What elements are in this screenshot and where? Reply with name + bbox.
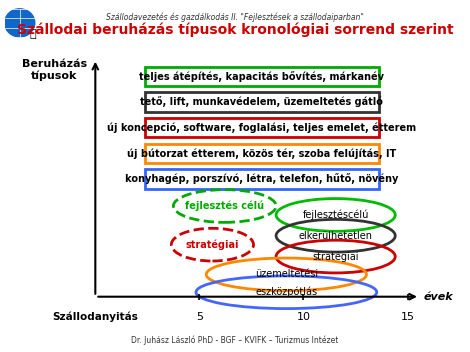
- Text: Dr. Juhász László PhD - BGF – KVIFK – Turizmus Intézet: Dr. Juhász László PhD - BGF – KVIFK – Tu…: [131, 335, 339, 345]
- Text: Szállodai beruházás típusok kronológiai sorrend szerint: Szállodai beruházás típusok kronológiai …: [17, 23, 453, 37]
- Text: fejlesztés célú: fejlesztés célú: [185, 201, 264, 211]
- Text: 15: 15: [400, 312, 415, 322]
- Text: üzemeltetési: üzemeltetési: [255, 269, 318, 279]
- FancyBboxPatch shape: [145, 92, 379, 112]
- Text: Szállodanyitás: Szállodanyitás: [52, 312, 138, 322]
- Text: tető, lift, munkavédelem, üzemeltetés gátló: tető, lift, munkavédelem, üzemeltetés gá…: [140, 96, 383, 107]
- FancyBboxPatch shape: [145, 67, 379, 86]
- Text: teljes átépítés, kapacitás bővítés, márkanév: teljes átépítés, kapacitás bővítés, márk…: [139, 71, 384, 82]
- Text: 10: 10: [297, 312, 311, 322]
- Circle shape: [5, 9, 35, 37]
- FancyBboxPatch shape: [145, 169, 379, 189]
- Text: eszközpótlás: eszközpótlás: [255, 287, 317, 297]
- Text: konyhagép, porszívó, létra, telefon, hűtő, növény: konyhagép, porszívó, létra, telefon, hűt…: [125, 174, 399, 184]
- Text: 5: 5: [196, 312, 203, 322]
- Text: új bútorzat étterem, közös tér, szoba felújítás, IT: új bútorzat étterem, közös tér, szoba fe…: [127, 148, 396, 159]
- Text: Beruházás
típusok: Beruházás típusok: [22, 59, 87, 81]
- FancyBboxPatch shape: [145, 144, 379, 163]
- FancyBboxPatch shape: [145, 118, 379, 138]
- Text: stratégiai: stratégiai: [186, 239, 239, 250]
- Text: Szállodavezetés és gazdálkodás II. "Fejlesztések a szállodaiparban": Szállodavezetés és gazdálkodás II. "Fejl…: [106, 12, 364, 22]
- Text: elkerülhetetlen: elkerülhetetlen: [298, 231, 373, 241]
- Text: stratégiai: stratégiai: [313, 251, 359, 262]
- Text: új koncepció, software, foglalási, teljes emelet, étterem: új koncepció, software, foglalási, telje…: [107, 122, 416, 133]
- Text: 🏃: 🏃: [30, 29, 36, 39]
- Text: évek: évek: [424, 292, 454, 302]
- Text: fejlesztéscélú: fejlesztéscélú: [303, 210, 369, 220]
